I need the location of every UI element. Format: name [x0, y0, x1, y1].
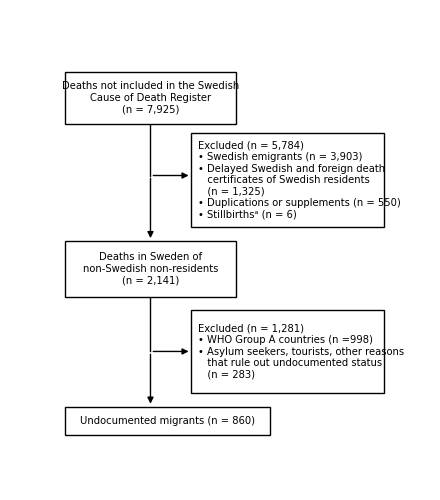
Text: (n = 7,925): (n = 7,925): [122, 104, 179, 114]
Text: Deaths not included in the Swedish: Deaths not included in the Swedish: [62, 81, 239, 91]
Text: (n = 1,325): (n = 1,325): [198, 187, 265, 197]
Text: that rule out undocumented status: that rule out undocumented status: [198, 358, 382, 368]
Text: non-Swedish non-residents: non-Swedish non-residents: [83, 264, 218, 274]
Text: • Stillbirthsᵃ (n = 6): • Stillbirthsᵃ (n = 6): [198, 210, 297, 220]
FancyBboxPatch shape: [65, 72, 236, 124]
FancyBboxPatch shape: [65, 241, 236, 297]
Text: Deaths in Sweden of: Deaths in Sweden of: [99, 252, 202, 262]
Text: • Delayed Swedish and foreign death: • Delayed Swedish and foreign death: [198, 164, 385, 174]
Text: Excluded (n = 1,281): Excluded (n = 1,281): [198, 324, 304, 334]
Text: (n = 2,141): (n = 2,141): [122, 276, 179, 285]
Text: (n = 283): (n = 283): [198, 370, 255, 380]
Text: • Swedish emigrants (n = 3,903): • Swedish emigrants (n = 3,903): [198, 152, 363, 162]
Text: Undocumented migrants (n = 860): Undocumented migrants (n = 860): [80, 416, 255, 426]
FancyBboxPatch shape: [191, 310, 384, 393]
Text: • WHO Group A countries (n =998): • WHO Group A countries (n =998): [198, 335, 373, 345]
Text: certificates of Swedish residents: certificates of Swedish residents: [198, 176, 370, 186]
Text: Excluded (n = 5,784): Excluded (n = 5,784): [198, 140, 304, 150]
FancyBboxPatch shape: [191, 133, 384, 228]
Text: Cause of Death Register: Cause of Death Register: [90, 92, 211, 102]
FancyBboxPatch shape: [65, 406, 270, 436]
Text: • Duplications or supplements (n = 550): • Duplications or supplements (n = 550): [198, 198, 401, 208]
Text: • Asylum seekers, tourists, other reasons: • Asylum seekers, tourists, other reason…: [198, 346, 404, 356]
